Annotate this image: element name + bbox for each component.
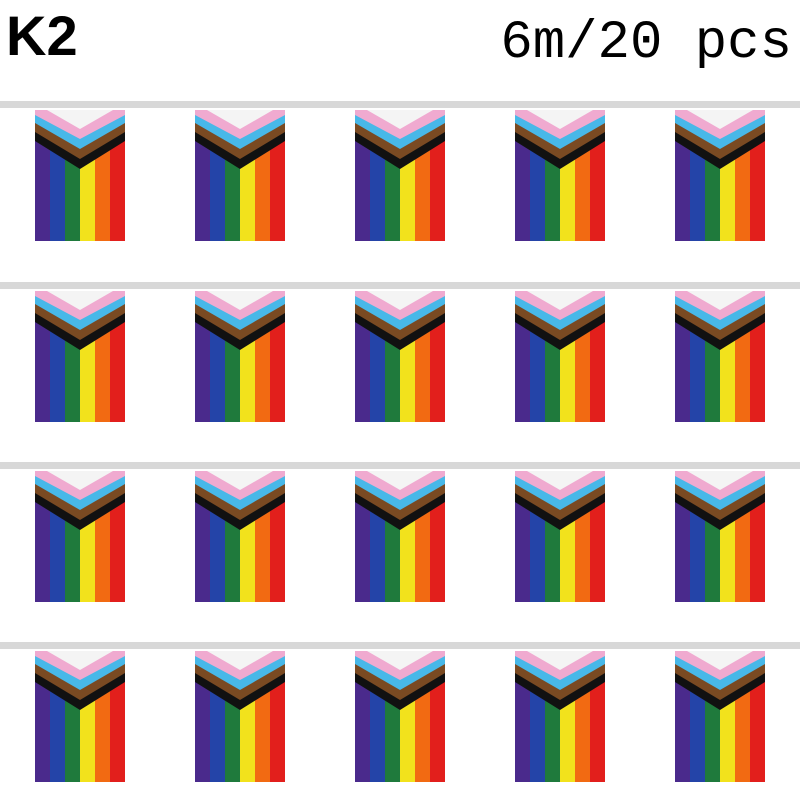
progress-pride-flag	[355, 110, 446, 241]
progress-pride-flag	[195, 291, 286, 422]
flag-chevron-band	[207, 110, 273, 129]
flag-chevron-band	[207, 291, 273, 310]
flag-chevron-band	[47, 651, 113, 670]
progress-pride-flag	[195, 471, 286, 602]
progress-pride-flag	[515, 110, 606, 241]
flag-chevron-band	[687, 651, 753, 670]
progress-pride-flag	[35, 291, 126, 422]
flag-chevron-band	[527, 291, 593, 310]
bunting-string	[0, 642, 800, 649]
product-spec: 6m/20 pcs	[500, 13, 792, 74]
bunting-string	[0, 282, 800, 289]
flag-chevron-band	[207, 651, 273, 670]
flag-chevron-band	[47, 471, 113, 490]
flag-chevron-band	[687, 110, 753, 129]
product-code: K2	[6, 4, 78, 67]
progress-pride-flag	[515, 291, 606, 422]
bunting-string	[0, 101, 800, 108]
flag-chevron-band	[687, 291, 753, 310]
flag-chevron-band	[367, 110, 433, 129]
flag-chevron-band	[47, 291, 113, 310]
flag-chevron-band	[367, 471, 433, 490]
flag-chevron-band	[527, 651, 593, 670]
flag-chevron-band	[687, 471, 753, 490]
progress-pride-flag	[35, 651, 126, 782]
flag-chevron-band	[367, 291, 433, 310]
progress-pride-flag	[355, 291, 446, 422]
flag-chevron-band	[207, 471, 273, 490]
progress-pride-flag	[355, 651, 446, 782]
progress-pride-flag	[195, 110, 286, 241]
flag-chevron-band	[527, 471, 593, 490]
progress-pride-flag	[515, 471, 606, 602]
progress-pride-flag	[515, 651, 606, 782]
progress-pride-flag	[35, 110, 126, 241]
progress-pride-flag	[675, 291, 766, 422]
flag-chevron-band	[367, 651, 433, 670]
flag-chevron-band	[47, 110, 113, 129]
progress-pride-flag	[675, 471, 766, 602]
progress-pride-flag	[35, 471, 126, 602]
progress-pride-flag	[355, 471, 446, 602]
progress-pride-flag	[675, 651, 766, 782]
flag-chevron-band	[527, 110, 593, 129]
bunting-string	[0, 462, 800, 469]
progress-pride-flag	[675, 110, 766, 241]
progress-pride-flag	[195, 651, 286, 782]
